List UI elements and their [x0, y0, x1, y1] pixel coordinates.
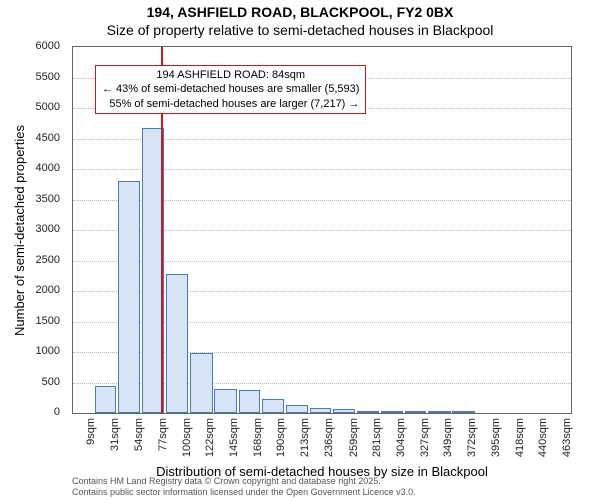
x-tick-label: 259sqm: [348, 418, 360, 478]
x-tick-label: 236sqm: [323, 418, 335, 478]
histogram-bar: [286, 405, 308, 413]
x-tick-label: 122sqm: [204, 418, 216, 478]
credit-line2: Contains public sector information licen…: [72, 487, 572, 498]
annotation-line3: 55% of semi-detached houses are larger (…: [102, 97, 359, 111]
x-tick-label: 145sqm: [228, 418, 240, 478]
y-tick-label: 5500: [0, 71, 60, 83]
histogram-bar: [95, 386, 116, 413]
histogram-bar: [381, 411, 403, 413]
x-tick-label: 327sqm: [419, 418, 431, 478]
y-tick-label: 0: [0, 406, 60, 418]
histogram-bar: [239, 390, 260, 413]
histogram-bar: [118, 181, 140, 413]
plot-area: 194 ASHFIELD ROAD: 84sqm ← 43% of semi-d…: [72, 46, 572, 414]
annotation-line1: 194 ASHFIELD ROAD: 84sqm: [102, 68, 359, 82]
x-tick-label: 213sqm: [299, 418, 311, 478]
x-tick-label: 463sqm: [561, 418, 573, 478]
chart-container: 194, ASHFIELD ROAD, BLACKPOOL, FY2 0BX S…: [0, 0, 600, 500]
x-tick-label: 395sqm: [490, 418, 502, 478]
x-tick-label: 440sqm: [537, 418, 549, 478]
x-tick-label: 54sqm: [133, 418, 145, 478]
x-tick-label: 281sqm: [371, 418, 383, 478]
x-tick-label: 372sqm: [466, 418, 478, 478]
histogram-bar: [310, 408, 331, 413]
x-tick-label: 304sqm: [395, 418, 407, 478]
histogram-bar: [428, 411, 450, 413]
x-tick-label: 77sqm: [157, 418, 169, 478]
annotation-box: 194 ASHFIELD ROAD: 84sqm ← 43% of semi-d…: [95, 65, 366, 114]
histogram-bar: [452, 411, 474, 413]
x-tick-label: 31sqm: [109, 418, 121, 478]
chart-title-line1: 194, ASHFIELD ROAD, BLACKPOOL, FY2 0BX: [0, 4, 600, 20]
chart-title-line2: Size of property relative to semi-detach…: [0, 22, 600, 38]
x-tick-label: 9sqm: [85, 418, 97, 478]
annotation-line2: ← 43% of semi-detached houses are smalle…: [102, 82, 359, 96]
x-tick-label: 100sqm: [181, 418, 193, 478]
credit-line1: Contains HM Land Registry data © Crown c…: [72, 476, 572, 487]
histogram-bar: [190, 353, 212, 413]
y-tick-label: 6000: [0, 40, 60, 52]
y-tick-label: 2500: [0, 254, 60, 266]
histogram-bar: [166, 274, 188, 413]
histogram-bar: [405, 411, 426, 413]
y-tick-label: 500: [0, 376, 60, 388]
y-tick-label: 3500: [0, 193, 60, 205]
histogram-bar: [357, 411, 379, 413]
x-tick-label: 418sqm: [514, 418, 526, 478]
y-tick-label: 4000: [0, 162, 60, 174]
y-tick-label: 3000: [0, 223, 60, 235]
histogram-bar: [333, 409, 355, 413]
x-tick-label: 190sqm: [275, 418, 287, 478]
x-tick-label: 168sqm: [252, 418, 264, 478]
y-tick-label: 4500: [0, 132, 60, 144]
y-tick-label: 1000: [0, 345, 60, 357]
x-tick-label: 349sqm: [442, 418, 454, 478]
credits: Contains HM Land Registry data © Crown c…: [72, 476, 572, 498]
y-tick-label: 2000: [0, 284, 60, 296]
y-tick-label: 5000: [0, 101, 60, 113]
y-tick-label: 1500: [0, 315, 60, 327]
histogram-bar: [214, 389, 236, 413]
histogram-bar: [262, 399, 284, 413]
